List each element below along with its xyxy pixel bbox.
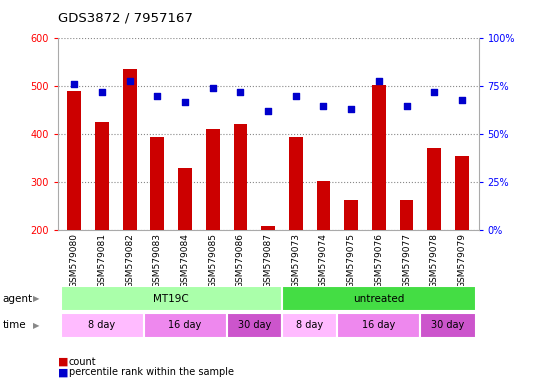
Bar: [289, 137, 302, 230]
Text: time: time: [3, 320, 26, 331]
Point: [153, 93, 162, 99]
Text: 30 day: 30 day: [238, 320, 271, 331]
Text: count: count: [69, 357, 96, 367]
Bar: [68, 91, 81, 230]
Point: [346, 106, 355, 113]
Bar: [317, 181, 331, 230]
Text: MT19C: MT19C: [153, 293, 189, 304]
Point: [98, 89, 107, 95]
Point: [70, 81, 79, 88]
Bar: [261, 225, 275, 230]
Bar: [420, 313, 476, 338]
Text: ■: ■: [58, 367, 68, 377]
Bar: [227, 313, 282, 338]
Text: 8 day: 8 day: [89, 320, 115, 331]
Point: [208, 85, 217, 91]
Bar: [144, 313, 227, 338]
Point: [181, 99, 190, 105]
Point: [402, 103, 411, 109]
Point: [375, 78, 383, 84]
Bar: [427, 148, 441, 230]
Text: ▶: ▶: [33, 321, 40, 330]
Bar: [455, 156, 469, 230]
Point: [236, 89, 245, 95]
Text: percentile rank within the sample: percentile rank within the sample: [69, 367, 234, 377]
Text: untreated: untreated: [353, 293, 405, 304]
Bar: [178, 168, 192, 230]
Text: 16 day: 16 day: [168, 320, 202, 331]
Bar: [282, 313, 337, 338]
Point: [125, 78, 134, 84]
Text: 30 day: 30 day: [431, 320, 465, 331]
Bar: [95, 122, 109, 230]
Bar: [60, 313, 144, 338]
Bar: [234, 124, 248, 230]
Bar: [123, 69, 136, 230]
Point: [292, 93, 300, 99]
Bar: [344, 200, 358, 230]
Bar: [400, 200, 414, 230]
Text: ▶: ▶: [33, 294, 40, 303]
Point: [319, 103, 328, 109]
Text: ■: ■: [58, 357, 68, 367]
Point: [430, 89, 438, 95]
Text: agent: agent: [3, 293, 33, 304]
Text: GDS3872 / 7957167: GDS3872 / 7957167: [58, 12, 192, 25]
Bar: [337, 313, 420, 338]
Bar: [372, 85, 386, 230]
Text: 8 day: 8 day: [296, 320, 323, 331]
Point: [264, 108, 273, 114]
Bar: [206, 129, 219, 230]
Bar: [151, 137, 164, 230]
Bar: [60, 286, 282, 311]
Point: [458, 97, 466, 103]
Bar: [282, 286, 476, 311]
Text: 16 day: 16 day: [362, 320, 395, 331]
